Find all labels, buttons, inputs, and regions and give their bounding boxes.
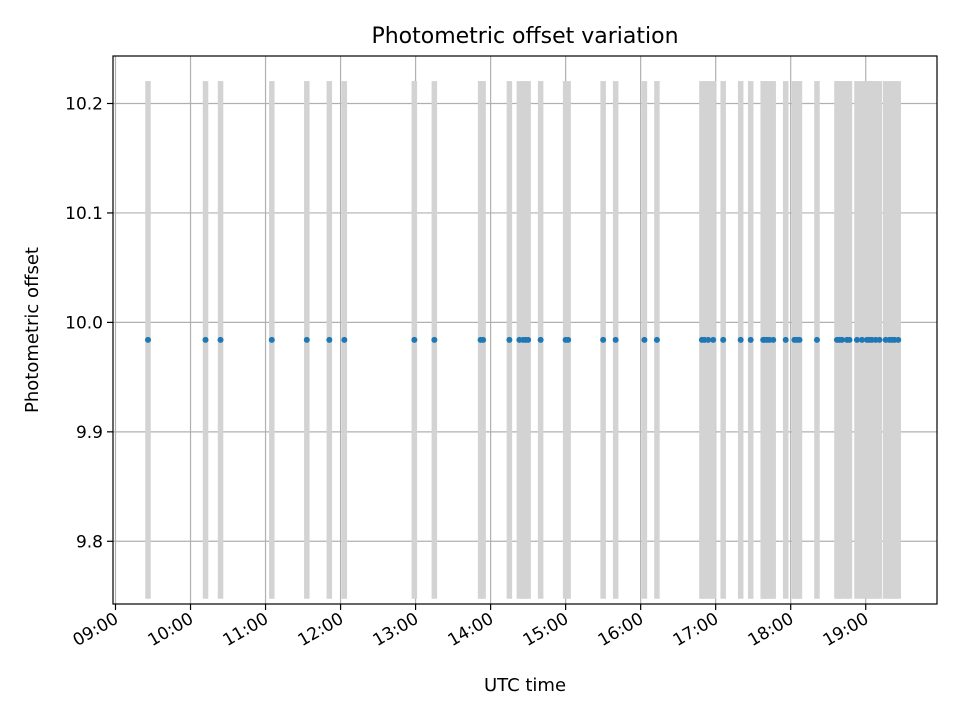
y-tick-label: 10.0 [65, 313, 103, 333]
data-point [506, 336, 513, 343]
data-point [326, 336, 333, 343]
x-tick-label: 09:00 [70, 609, 122, 651]
chart-title: Photometric offset variation [371, 24, 678, 49]
x-tick-label: 14:00 [445, 609, 497, 651]
x-axis-label: UTC time [484, 675, 566, 696]
y-axis-ticks: 9.8 9.9 10.0 10.1 10.2 [65, 94, 113, 552]
data-point [838, 336, 845, 343]
data-point [431, 336, 438, 343]
y-tick-label: 10.1 [65, 204, 103, 224]
data-point [612, 336, 619, 343]
data-point [705, 336, 712, 343]
data-point [770, 336, 777, 343]
data-point [217, 336, 224, 343]
data-point [876, 336, 883, 343]
plot-frame [112, 55, 938, 605]
data-point [525, 336, 532, 343]
x-tick-label: 11:00 [220, 609, 272, 651]
data-point [641, 336, 648, 343]
data-point [720, 336, 727, 343]
x-tick-label: 17:00 [670, 609, 722, 651]
x-tick-label: 16:00 [595, 609, 647, 651]
data-point [600, 336, 607, 343]
data-point [782, 336, 789, 343]
data-point [853, 336, 860, 343]
data-point [411, 336, 418, 343]
data-point [268, 336, 275, 343]
data-point [202, 336, 209, 343]
data-point [303, 336, 310, 343]
x-tick-label: 19:00 [820, 609, 872, 651]
data-point [710, 336, 717, 343]
data-points [145, 336, 902, 343]
data-point [846, 336, 853, 343]
data-point [895, 336, 902, 343]
y-tick-label: 9.8 [76, 532, 103, 552]
data-point [653, 336, 660, 343]
y-tick-label: 9.9 [76, 423, 103, 443]
y-tick-label: 10.2 [65, 94, 103, 114]
data-point [747, 336, 754, 343]
x-tick-label: 15:00 [520, 609, 572, 651]
y-axis-label: Photometric offset [22, 247, 43, 413]
data-point [145, 336, 152, 343]
data-point [858, 336, 865, 343]
data-point [813, 336, 820, 343]
data-point [341, 336, 348, 343]
x-tick-label: 18:00 [745, 609, 797, 651]
x-tick-label: 12:00 [295, 609, 347, 651]
data-point [537, 336, 544, 343]
data-point [565, 336, 572, 343]
x-axis-ticks: 09:00 10:00 11:00 12:00 13:00 14:00 15:00 16:00… [70, 604, 872, 651]
x-tick-label: 10:00 [145, 609, 197, 651]
data-point [480, 336, 487, 343]
data-point [737, 336, 744, 343]
x-tick-label: 13:00 [370, 609, 422, 651]
data-point [796, 336, 803, 343]
